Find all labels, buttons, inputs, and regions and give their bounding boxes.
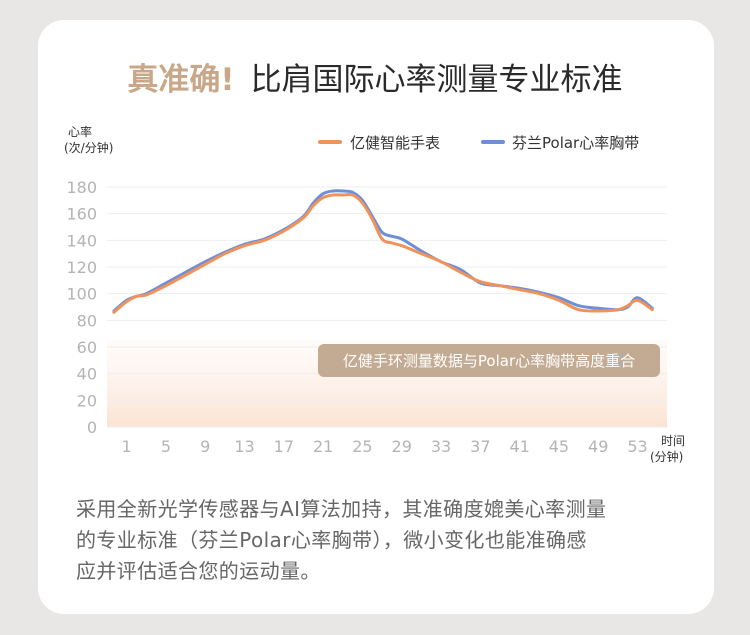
- title-accent: 真准确!: [127, 62, 235, 98]
- series-line-polar: [112, 189, 654, 313]
- y-tick-label: 180: [66, 178, 97, 197]
- description-line-1: 采用全新光学传感器与AI算法加持，其准确度媲美心率测量: [76, 497, 607, 521]
- legend-swatch-polar: [481, 140, 505, 144]
- y-tick-label: 80: [77, 311, 97, 330]
- title-main: 比肩国际心率测量专业标准: [250, 62, 623, 98]
- y-tick-label: 60: [77, 338, 97, 357]
- x-tick-label: 17: [274, 437, 294, 456]
- description-line-2: 的专业标准（芬兰Polar心率胸带），微小变化也能准确感: [76, 528, 587, 552]
- legend-swatch-watch: [318, 140, 342, 144]
- x-tick-label: 49: [588, 437, 608, 456]
- series-line-watch: [112, 192, 654, 314]
- x-tick-label: 41: [509, 437, 529, 456]
- x-tick-label: 9: [200, 437, 210, 456]
- y-tick-label: 120: [66, 258, 97, 277]
- x-tick-label: 37: [470, 437, 490, 456]
- y-axis-label-line2: (次/分钟): [64, 140, 113, 155]
- x-tick-label: 5: [161, 437, 171, 456]
- legend-label-watch: 亿健智能手表: [350, 134, 440, 152]
- y-tick-label: 100: [66, 285, 97, 304]
- y-tick-label: 140: [66, 231, 97, 250]
- y-tick-label: 40: [77, 365, 97, 384]
- x-tick-label: 45: [549, 437, 569, 456]
- annotation-text: 亿健手环测量数据与Polar心率胸带高度重合: [343, 352, 635, 370]
- x-tick-label: 13: [234, 437, 254, 456]
- x-tick-label: 33: [431, 437, 451, 456]
- y-tick-labels: 0 20 40 60 80 100 120 140 160 180: [66, 178, 97, 437]
- description: 采用全新光学传感器与AI算法加持，其准确度媲美心率测量 的专业标准（芬兰Pola…: [76, 494, 696, 587]
- y-axis-label-line1: 心率: [68, 124, 92, 139]
- x-tick-label: 25: [352, 437, 372, 456]
- card: [38, 20, 714, 614]
- page-title: 真准确! 比肩国际心率测量专业标准: [0, 58, 750, 102]
- annotation-box: [318, 344, 660, 377]
- annotation-badge: 亿健手环测量数据与Polar心率胸带高度重合: [318, 344, 660, 377]
- description-line-3: 应并评估适合您的运动量。: [76, 559, 321, 583]
- y-tick-label: 20: [77, 391, 97, 410]
- x-tick-label: 1: [122, 437, 132, 456]
- legend: 亿健智能手表 芬兰Polar心率胸带: [318, 134, 639, 152]
- x-axis-label-line2: (分钟): [650, 449, 683, 464]
- x-tick-label: 53: [627, 437, 647, 456]
- y-tick-label: 0: [87, 418, 97, 437]
- x-tick-labels: 1 5 9 13 17 21 25 29 33 37 41 45 49 53: [122, 437, 648, 456]
- x-axis-label-line1: 时间: [661, 434, 685, 448]
- x-tick-label: 21: [313, 437, 333, 456]
- y-tick-label: 160: [66, 205, 97, 224]
- x-tick-label: 29: [392, 437, 412, 456]
- legend-label-polar: 芬兰Polar心率胸带: [512, 134, 639, 152]
- series-lines: [112, 189, 654, 314]
